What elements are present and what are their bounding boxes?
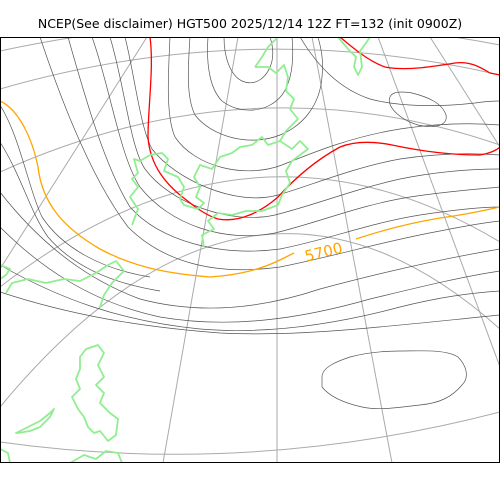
contour-5700 [0,100,500,278]
map-border [0,37,500,463]
weather-map: 5700 [0,37,500,463]
coastline [5,260,125,308]
longitude-lines [0,37,500,463]
latitude-line [0,233,500,408]
coastline [69,450,123,463]
longitude-line [429,37,500,148]
coastline [0,264,11,280]
height-contour [0,264,500,331]
contour-5700-west [0,100,295,278]
latitude-line [0,48,500,90]
coastline [201,140,309,248]
closed-high-contour [321,350,467,410]
coastline [129,64,299,226]
contour-label-5700: 5700 [303,239,344,266]
map-title: NCEP(See disclaimer) HGT500 2025/12/14 1… [37,16,463,31]
latitude-line [0,37,500,52]
coastlines [0,37,371,463]
height-contour [91,37,500,237]
longitude-line [377,37,500,368]
contour-5400 [147,37,500,221]
coastline [337,37,371,76]
coastline [0,448,11,463]
closed-low-contour [388,91,447,127]
map-frame: 5700 [0,37,500,463]
coastline [15,408,55,434]
height-contour [223,37,274,84]
height-contour [124,37,500,199]
longitude-line [311,37,393,463]
height-contour [39,37,500,271]
height-contour [167,37,500,172]
height-contour [207,37,294,111]
height-contour [0,141,161,292]
coastline [71,344,119,442]
height-contour [0,291,500,335]
latitude-lines [0,37,500,455]
contour-5400-north [339,37,500,76]
contour-5400-west [147,37,500,221]
height-contour [67,37,500,252]
coastline [254,37,279,68]
height-contour [109,37,500,218]
height-contour [299,37,500,106]
latitude-line [0,176,500,288]
height-contour [0,226,500,323]
height-contour [187,37,323,141]
height-contours [0,37,500,410]
longitude-line [0,37,148,270]
longitude-line [162,37,239,463]
latitude-line [0,411,500,455]
contour-5700-east [355,206,500,240]
height-contour [0,191,500,309]
